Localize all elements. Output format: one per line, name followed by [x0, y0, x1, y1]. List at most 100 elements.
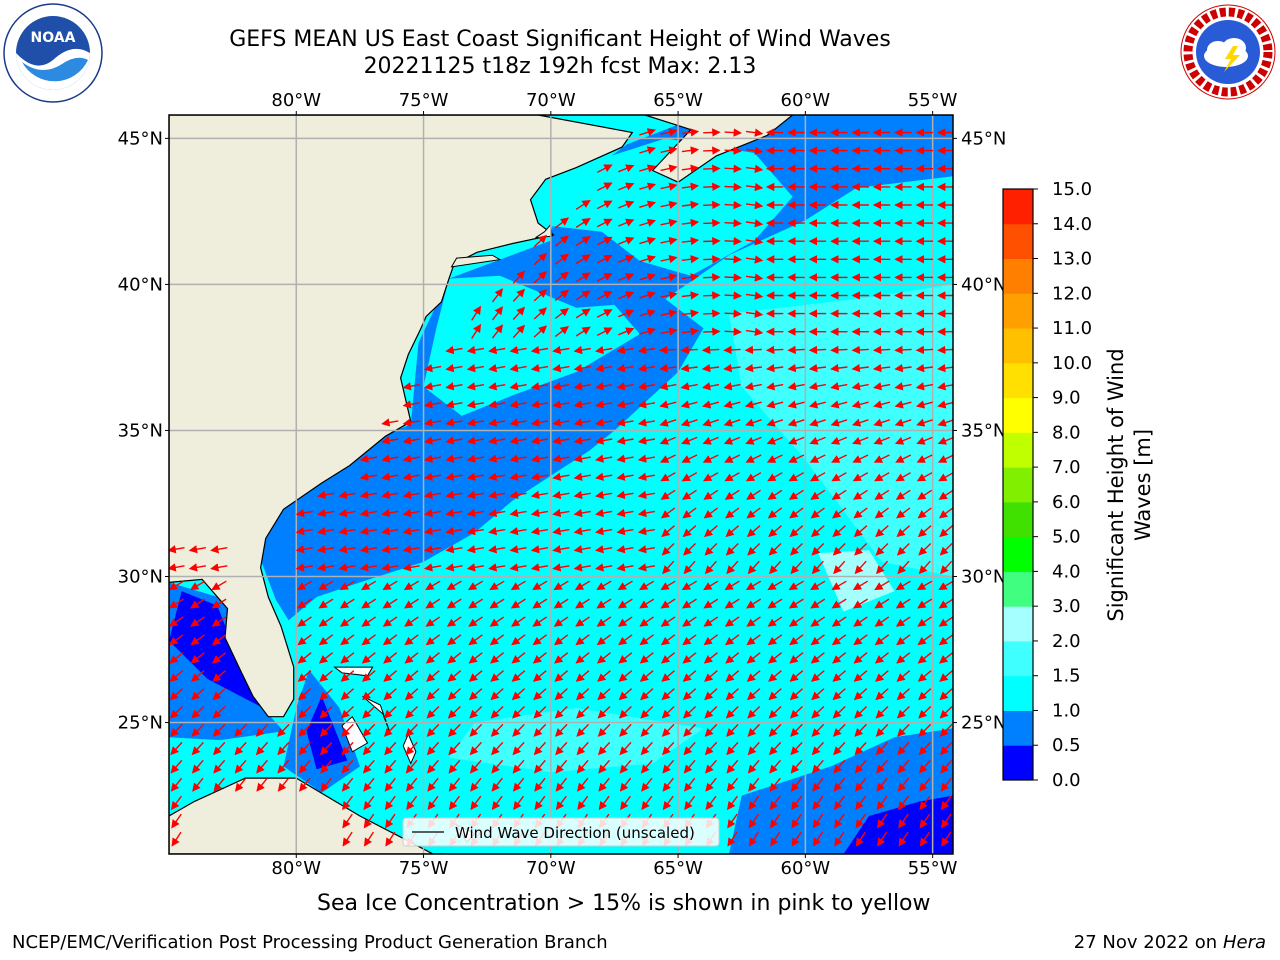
wave-direction-arrow — [553, 580, 569, 591]
wave-direction-arrow — [552, 382, 570, 391]
wave-direction-arrow — [854, 723, 867, 737]
colorbar-tick-label: 1.0 — [1052, 700, 1081, 721]
wave-direction-arrow — [575, 634, 590, 646]
wave-direction-arrow — [704, 705, 718, 719]
wave-direction-arrow — [210, 545, 228, 554]
wave-direction-arrow — [488, 345, 506, 355]
wave-direction-arrow — [466, 400, 485, 409]
wave-direction-arrow — [423, 526, 442, 536]
wave-direction-arrow — [703, 507, 719, 519]
wave-direction-arrow — [319, 741, 333, 756]
noaa-logo-text: NOAA — [31, 30, 76, 46]
wave-direction-arrow — [873, 400, 891, 409]
wave-direction-arrow — [681, 255, 700, 264]
wave-direction-arrow — [682, 616, 697, 627]
wave-direction-arrow — [937, 418, 953, 427]
wave-direction-arrow — [724, 273, 742, 282]
wave-direction-arrow — [703, 273, 721, 282]
wave-direction-arrow — [277, 723, 290, 737]
wave-direction-arrow — [809, 580, 826, 591]
wave-direction-arrow — [466, 563, 485, 572]
wave-direction-arrow — [363, 831, 374, 847]
wave-direction-arrow — [895, 489, 911, 500]
wave-direction-arrow — [554, 217, 570, 229]
wave-direction-arrow — [852, 598, 868, 609]
wave-direction-arrow — [748, 813, 760, 829]
wave-direction-arrow — [552, 490, 570, 500]
wave-direction-arrow — [445, 508, 463, 518]
colorbar-segment — [1003, 710, 1033, 746]
colorbar-segment — [1003, 258, 1033, 294]
wave-direction-arrow — [726, 795, 738, 811]
lat-tick-label-left: 30°N — [118, 567, 163, 588]
wave-direction-arrow — [552, 526, 570, 536]
wave-direction-arrow — [319, 723, 333, 737]
wave-direction-arrow — [596, 164, 613, 174]
wave-direction-arrow — [530, 454, 549, 463]
wave-direction-arrow — [896, 634, 911, 646]
wave-direction-arrow — [727, 831, 738, 847]
wave-direction-arrow — [683, 777, 696, 792]
wave-direction-arrow — [897, 777, 910, 792]
wave-direction-arrow — [853, 652, 868, 664]
lat-tick-label-left: 45°N — [118, 128, 163, 149]
wave-direction-arrow — [724, 291, 742, 300]
wave-direction-arrow — [745, 291, 764, 300]
colorbar-tick-label: 11.0 — [1052, 318, 1092, 339]
wave-direction-arrow — [404, 652, 419, 664]
wave-direction-arrow — [939, 542, 953, 556]
wave-direction-arrow — [788, 580, 804, 591]
wave-direction-arrow — [296, 580, 313, 591]
wave-direction-arrow — [618, 705, 632, 719]
wave-direction-arrow — [445, 382, 463, 391]
wave-direction-arrow — [360, 580, 377, 591]
wave-direction-arrow — [318, 634, 334, 646]
wave-direction-arrow — [509, 382, 527, 391]
wave-direction-arrow — [446, 598, 462, 609]
wave-direction-arrow — [789, 652, 804, 664]
generated-date: 27 Nov 2022 on Hera — [1074, 932, 1266, 953]
wave-direction-arrow — [832, 652, 847, 664]
colorbar-tick-label: 6.0 — [1052, 492, 1081, 513]
wave-direction-arrow — [573, 545, 591, 554]
wave-direction-arrow — [639, 309, 657, 318]
wave-direction-arrow — [445, 526, 463, 536]
wave-direction-arrow — [511, 705, 525, 719]
wave-direction-arrow — [595, 436, 613, 445]
wave-direction-arrow — [509, 508, 527, 518]
wave-direction-arrow — [704, 688, 718, 701]
wave-direction-arrow — [574, 580, 591, 591]
wave-direction-arrow — [810, 670, 825, 682]
wave-direction-arrow — [745, 472, 762, 482]
wave-direction-arrow — [448, 759, 461, 774]
wave-direction-arrow — [488, 563, 506, 572]
wave-direction-arrow — [787, 363, 805, 373]
wave-direction-arrow — [809, 418, 826, 427]
wave-direction-arrow — [190, 616, 205, 627]
wave-direction-arrow — [662, 795, 674, 811]
wave-direction-arrow — [384, 741, 397, 756]
wave-direction-arrow — [789, 507, 804, 519]
wave-direction-arrow — [530, 400, 549, 409]
wave-direction-arrow — [767, 472, 783, 482]
colorbar-segment — [1003, 675, 1033, 711]
wave-direction-arrow — [533, 325, 548, 338]
wave-direction-arrow — [618, 291, 635, 300]
wave-direction-arrow — [404, 616, 419, 627]
chart-subtitle: 20221125 t18z 192h fcst Max: 2.13 — [363, 54, 757, 79]
wave-direction-arrow — [876, 777, 888, 792]
lat-tick-label-right: 35°N — [961, 420, 1006, 441]
wave-direction-arrow — [361, 616, 377, 627]
wave-direction-arrow — [510, 598, 526, 609]
wave-direction-arrow — [662, 560, 675, 575]
wave-direction-arrow — [402, 508, 420, 518]
wave-direction-arrow — [618, 670, 633, 682]
wave-direction-arrow — [852, 472, 869, 482]
wave-direction-arrow — [833, 560, 846, 575]
wave-direction-arrow — [877, 831, 888, 847]
wave-direction-arrow — [405, 759, 418, 774]
wave-direction-arrow — [745, 255, 764, 264]
wave-direction-arrow — [362, 723, 376, 737]
wave-direction-arrow — [341, 741, 354, 756]
